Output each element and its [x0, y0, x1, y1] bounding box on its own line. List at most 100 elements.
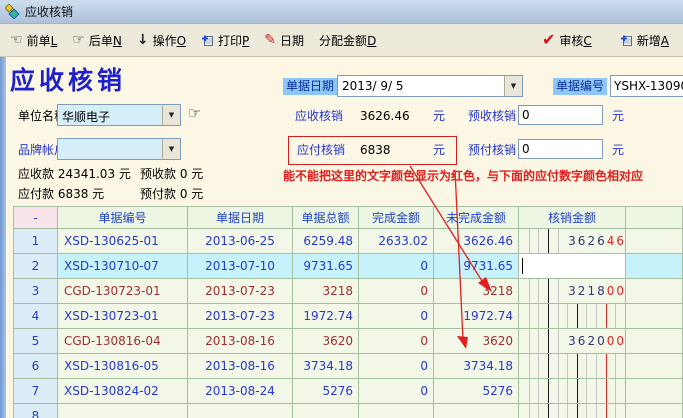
cell-doc-date[interactable]	[187, 403, 293, 418]
cell-done[interactable]: 0	[358, 253, 434, 279]
writeoff-decimal-digit: 4	[605, 229, 616, 253]
cell-doc-no[interactable]	[57, 403, 188, 418]
yuan-unit: 元	[433, 109, 446, 123]
cell-doc-no[interactable]: XSD-130625-01	[57, 228, 188, 254]
cell-total[interactable]: 1972.74	[292, 303, 359, 329]
cell-row-number[interactable]: 5	[13, 328, 58, 354]
digit-grid-line	[557, 304, 559, 328]
toolbar-button-前单[interactable]: ☜ 前单L	[10, 32, 57, 49]
cell-doc-date[interactable]: 2013-06-25	[187, 228, 293, 254]
toolbar-button-后单[interactable]: ☞ 后单N	[72, 32, 122, 49]
cell-row-number[interactable]: 8	[13, 403, 58, 418]
toolbar-button-打印[interactable]: 打印P	[201, 32, 249, 49]
col-header-writeoff[interactable]: 核销金额	[518, 206, 626, 229]
cell-done[interactable]	[358, 403, 434, 418]
cell-done[interactable]: 2633.02	[358, 228, 434, 254]
pre-recv-input[interactable]	[518, 105, 603, 125]
cell-doc-no[interactable]: CGD-130816-04	[57, 328, 188, 354]
cell-total[interactable]: 5276	[292, 378, 359, 404]
writeoff-decimal-digit: 0	[605, 329, 616, 353]
digit-grid-line	[528, 279, 530, 303]
cell-writeoff-amount[interactable]	[518, 353, 626, 379]
cell-writeoff-amount[interactable]	[518, 303, 626, 329]
cell-remain[interactable]: 9731.65	[433, 253, 519, 279]
hand-select-icon[interactable]: ☞	[188, 104, 202, 122]
cell-done[interactable]: 0	[358, 328, 434, 354]
cell-remain[interactable]: 3734.18	[433, 353, 519, 379]
pay-writeoff-highlight-box	[288, 136, 457, 165]
cell-writeoff-amount[interactable]	[518, 403, 626, 418]
cell-row-number[interactable]: 2	[13, 253, 58, 279]
cell-row-number[interactable]: 6	[13, 353, 58, 379]
toolbar-button-审核[interactable]: ✔ 审核C	[542, 32, 592, 49]
doc-no-input[interactable]	[610, 75, 683, 97]
cell-row-number[interactable]: 4	[13, 303, 58, 329]
col-header-done[interactable]: 完成金额	[358, 206, 434, 229]
cell-doc-date[interactable]: 2013-07-23	[187, 303, 293, 329]
pre-recv-balance: 预收款 0 元	[140, 167, 204, 181]
digit-grid-line	[615, 304, 617, 328]
cell-done[interactable]: 0	[358, 378, 434, 404]
toolbar-button-分配金额[interactable]: 分配金额D	[319, 32, 376, 49]
cell-writeoff-amount[interactable]	[518, 253, 626, 279]
toolbar-button-label: 日期	[280, 33, 305, 48]
cell-remain[interactable]: 3218	[433, 278, 519, 304]
yuan-unit: 元	[612, 109, 625, 123]
window-left-edge	[0, 57, 6, 418]
col-header-rowno[interactable]: -	[13, 206, 58, 229]
chevron-down-icon[interactable]: ▼	[162, 105, 180, 125]
cell-row-number[interactable]: 1	[13, 228, 58, 254]
chevron-down-icon[interactable]: ▼	[162, 139, 180, 159]
cell-total[interactable]: 9731.65	[292, 253, 359, 279]
col-header-total[interactable]: 单据总额	[292, 206, 359, 229]
cell-total[interactable]: 3734.18	[292, 353, 359, 379]
cell-done[interactable]: 0	[358, 353, 434, 379]
cell-remain[interactable]: 1972.74	[433, 303, 519, 329]
toolbar-button-新增[interactable]: 新增A	[620, 32, 669, 49]
cell-done[interactable]: 0	[358, 303, 434, 329]
cell-remain[interactable]: 3626.46	[433, 228, 519, 254]
doc-date-combobox[interactable]: 2013/ 9/ 5 ▼	[337, 75, 523, 97]
cell-doc-no[interactable]: XSD-130824-02	[57, 378, 188, 404]
digit-grid-line	[538, 329, 540, 353]
unit-name-combobox[interactable]: 华顺电子 ▼	[57, 104, 181, 126]
digit-grid-line	[586, 354, 588, 378]
cell-total[interactable]: 6259.48	[292, 228, 359, 254]
cell-doc-date[interactable]: 2013-07-10	[187, 253, 293, 279]
cell-done[interactable]: 0	[358, 278, 434, 304]
cell-remain[interactable]: 3620	[433, 328, 519, 354]
cell-remain[interactable]	[433, 403, 519, 418]
cell-writeoff-amount[interactable]	[518, 378, 626, 404]
col-header-doc-no[interactable]: 单据编号	[57, 206, 188, 229]
col-header-doc-date[interactable]: 单据日期	[187, 206, 293, 229]
cell-total[interactable]: 3218	[292, 278, 359, 304]
cell-doc-no[interactable]: XSD-130816-05	[57, 353, 188, 379]
cell-total[interactable]	[292, 403, 359, 418]
toolbar-button-操作[interactable]: ↓ 操作O	[137, 32, 186, 49]
cell-doc-date[interactable]: 2013-08-24	[187, 378, 293, 404]
pre-pay-input[interactable]	[518, 139, 603, 159]
cell-doc-no[interactable]: CGD-130723-01	[57, 278, 188, 304]
digit-grid-line	[538, 404, 540, 418]
cell-row-number[interactable]: 7	[13, 378, 58, 404]
pay-writeoff-value: 6838	[360, 143, 391, 157]
toolbar-button-label: 分配金额D	[319, 33, 377, 48]
chevron-down-icon[interactable]: ▼	[504, 76, 522, 96]
cell-doc-no[interactable]: XSD-130723-01	[57, 303, 188, 329]
cell-remain[interactable]: 5276	[433, 378, 519, 404]
cell-doc-date[interactable]: 2013-08-16	[187, 328, 293, 354]
cell-doc-date[interactable]: 2013-07-23	[187, 278, 293, 304]
col-header-remain[interactable]: 未完成金额	[433, 206, 519, 229]
toolbar-button-label: 前单L	[26, 33, 58, 48]
cell-doc-no[interactable]: XSD-130710-07	[57, 253, 188, 279]
cell-row-number[interactable]: 3	[13, 278, 58, 304]
window-title: 应收核销	[25, 5, 74, 19]
cell-doc-date[interactable]: 2013-08-16	[187, 353, 293, 379]
brand-account-combobox[interactable]: ▼	[57, 138, 181, 160]
cell-total[interactable]: 3620	[292, 328, 359, 354]
toolbar-button-日期[interactable]: ✎ 日期	[264, 32, 304, 49]
digit-grid-line	[557, 229, 559, 253]
